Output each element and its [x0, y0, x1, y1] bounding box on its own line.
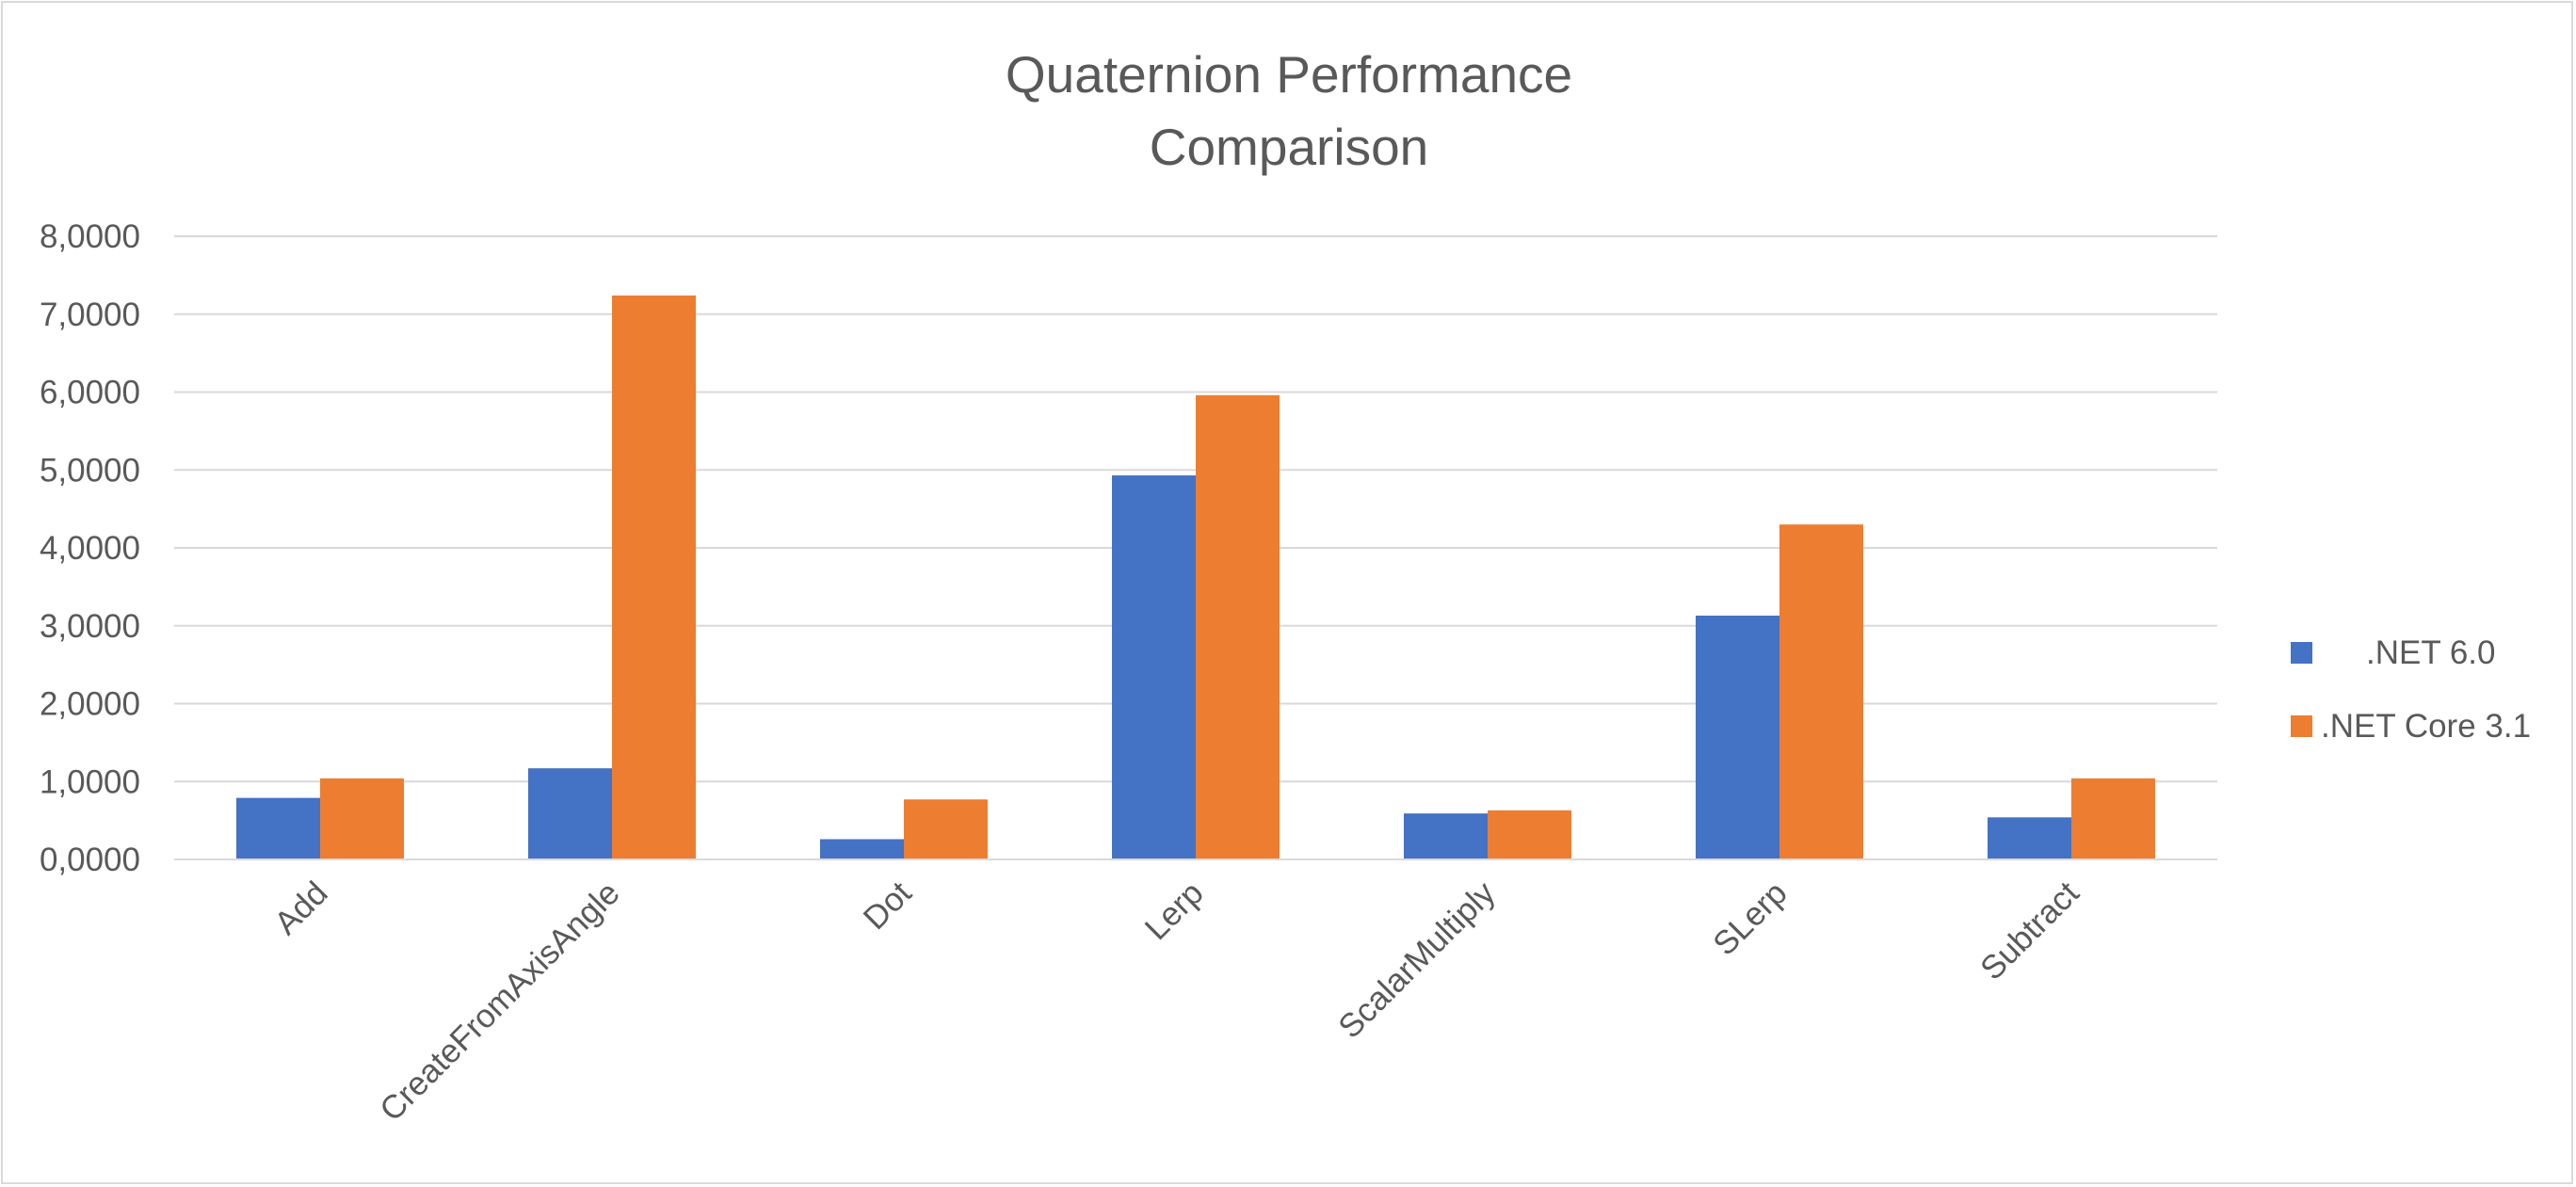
bar-netcore31-lerp [1196, 394, 1280, 859]
bar-netcore31-dot [904, 799, 988, 859]
y-tick-label: 3,0000 [40, 608, 140, 645]
chart-title-line-2: Comparison [1150, 118, 1429, 176]
bar-net6-scalarmultiply [1404, 813, 1488, 859]
x-tick-label: SLerp [1706, 874, 1795, 963]
legend-label: .NET Core 3.1 [2321, 708, 2531, 745]
bar-netcore31-subtract [2071, 778, 2155, 859]
legend-swatch [2291, 715, 2312, 737]
x-tick-label: Dot [857, 874, 919, 937]
bar-net6-add [236, 797, 320, 859]
x-tick-label: Lerp [1138, 874, 1211, 947]
y-tick-label: 7,0000 [40, 297, 140, 333]
bar-netcore31-add [320, 778, 404, 859]
x-tick-label: Subtract [1973, 874, 2086, 987]
x-tick-label: ScalarMultiply [1331, 874, 1503, 1046]
bar-netcore31-createfromaxisangle [612, 295, 696, 859]
y-tick-label: 4,0000 [40, 530, 140, 567]
bars [236, 295, 2155, 859]
y-tick-label: 2,0000 [40, 686, 140, 723]
x-tick-label: CreateFromAxisAngle [373, 874, 627, 1129]
chart-title-line-1: Quaternion Performance [1006, 45, 1572, 104]
bar-net6-dot [820, 839, 904, 859]
x-tick-label: Add [267, 874, 335, 942]
y-tick-label: 5,0000 [40, 452, 140, 489]
y-tick-label: 1,0000 [40, 763, 140, 800]
legend-swatch [2291, 642, 2312, 664]
bar-net6-subtract [1988, 817, 2071, 859]
y-tick-label: 8,0000 [40, 218, 140, 255]
bar-netcore31-slerp [1779, 524, 1863, 859]
legend: .NET 6.0 .NET Core 3.1 [2291, 634, 2531, 745]
bar-net6-createfromaxisangle [528, 768, 612, 859]
y-tick-label: 6,0000 [40, 375, 140, 411]
chart-svg: Quaternion Performance Comparison 0,0000… [40, 45, 2531, 1129]
bar-netcore31-scalarmultiply [1488, 810, 1571, 859]
legend-label: .NET 6.0 [2366, 634, 2495, 671]
y-tick-label: 0,0000 [40, 842, 140, 878]
y-axis-tick-labels: 0,0000 1,0000 2,0000 3,0000 4,0000 5,0000 6,00… [40, 218, 140, 878]
bar-net6-slerp [1696, 615, 1779, 859]
bar-net6-lerp [1112, 475, 1196, 859]
x-axis-tick-labels: Add CreateFromAxisAngle Dot Lerp ScalarMulti… [267, 874, 2086, 1129]
